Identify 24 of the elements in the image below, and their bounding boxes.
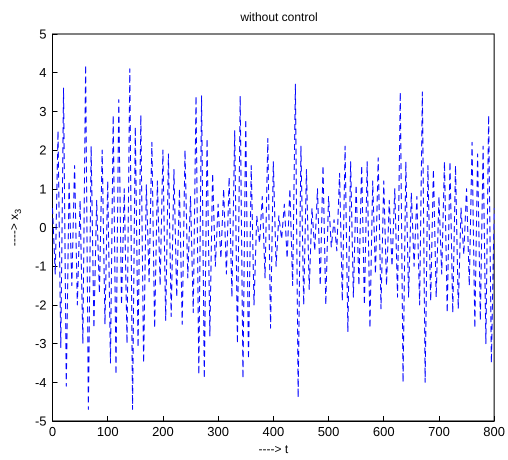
x-tick-label: 0 [48,424,56,439]
y-tick-label: -1 [34,258,46,274]
x-tick-label: 800 [483,424,506,439]
x-tick-label: 100 [96,424,119,439]
x-tick-label: 600 [372,424,395,439]
y-tick-label: 5 [39,26,46,42]
y-axis-title: ----> x3 [7,208,23,246]
y-tick-label: -2 [34,297,46,312]
x-tick-label: 400 [262,424,284,439]
y-tick-label: 2 [39,142,46,158]
y-tick-label: -4 [34,374,46,390]
x-tick-label: 200 [152,424,174,439]
y-tick-label: 1 [39,181,46,196]
y-tick-label: -3 [34,336,46,352]
x-tick-label: 300 [207,424,229,439]
chart-title: without control [239,10,318,24]
line-series [52,64,495,410]
y-tick-label: 0 [39,220,46,235]
y-tick-label: -5 [34,414,46,428]
x-tick-label: 700 [428,424,450,439]
y-tick-label: 3 [39,104,46,119]
y-tick-label: 4 [39,65,46,80]
x-axis-title: ----> t [258,442,289,456]
x-tick-label: 500 [318,424,340,439]
